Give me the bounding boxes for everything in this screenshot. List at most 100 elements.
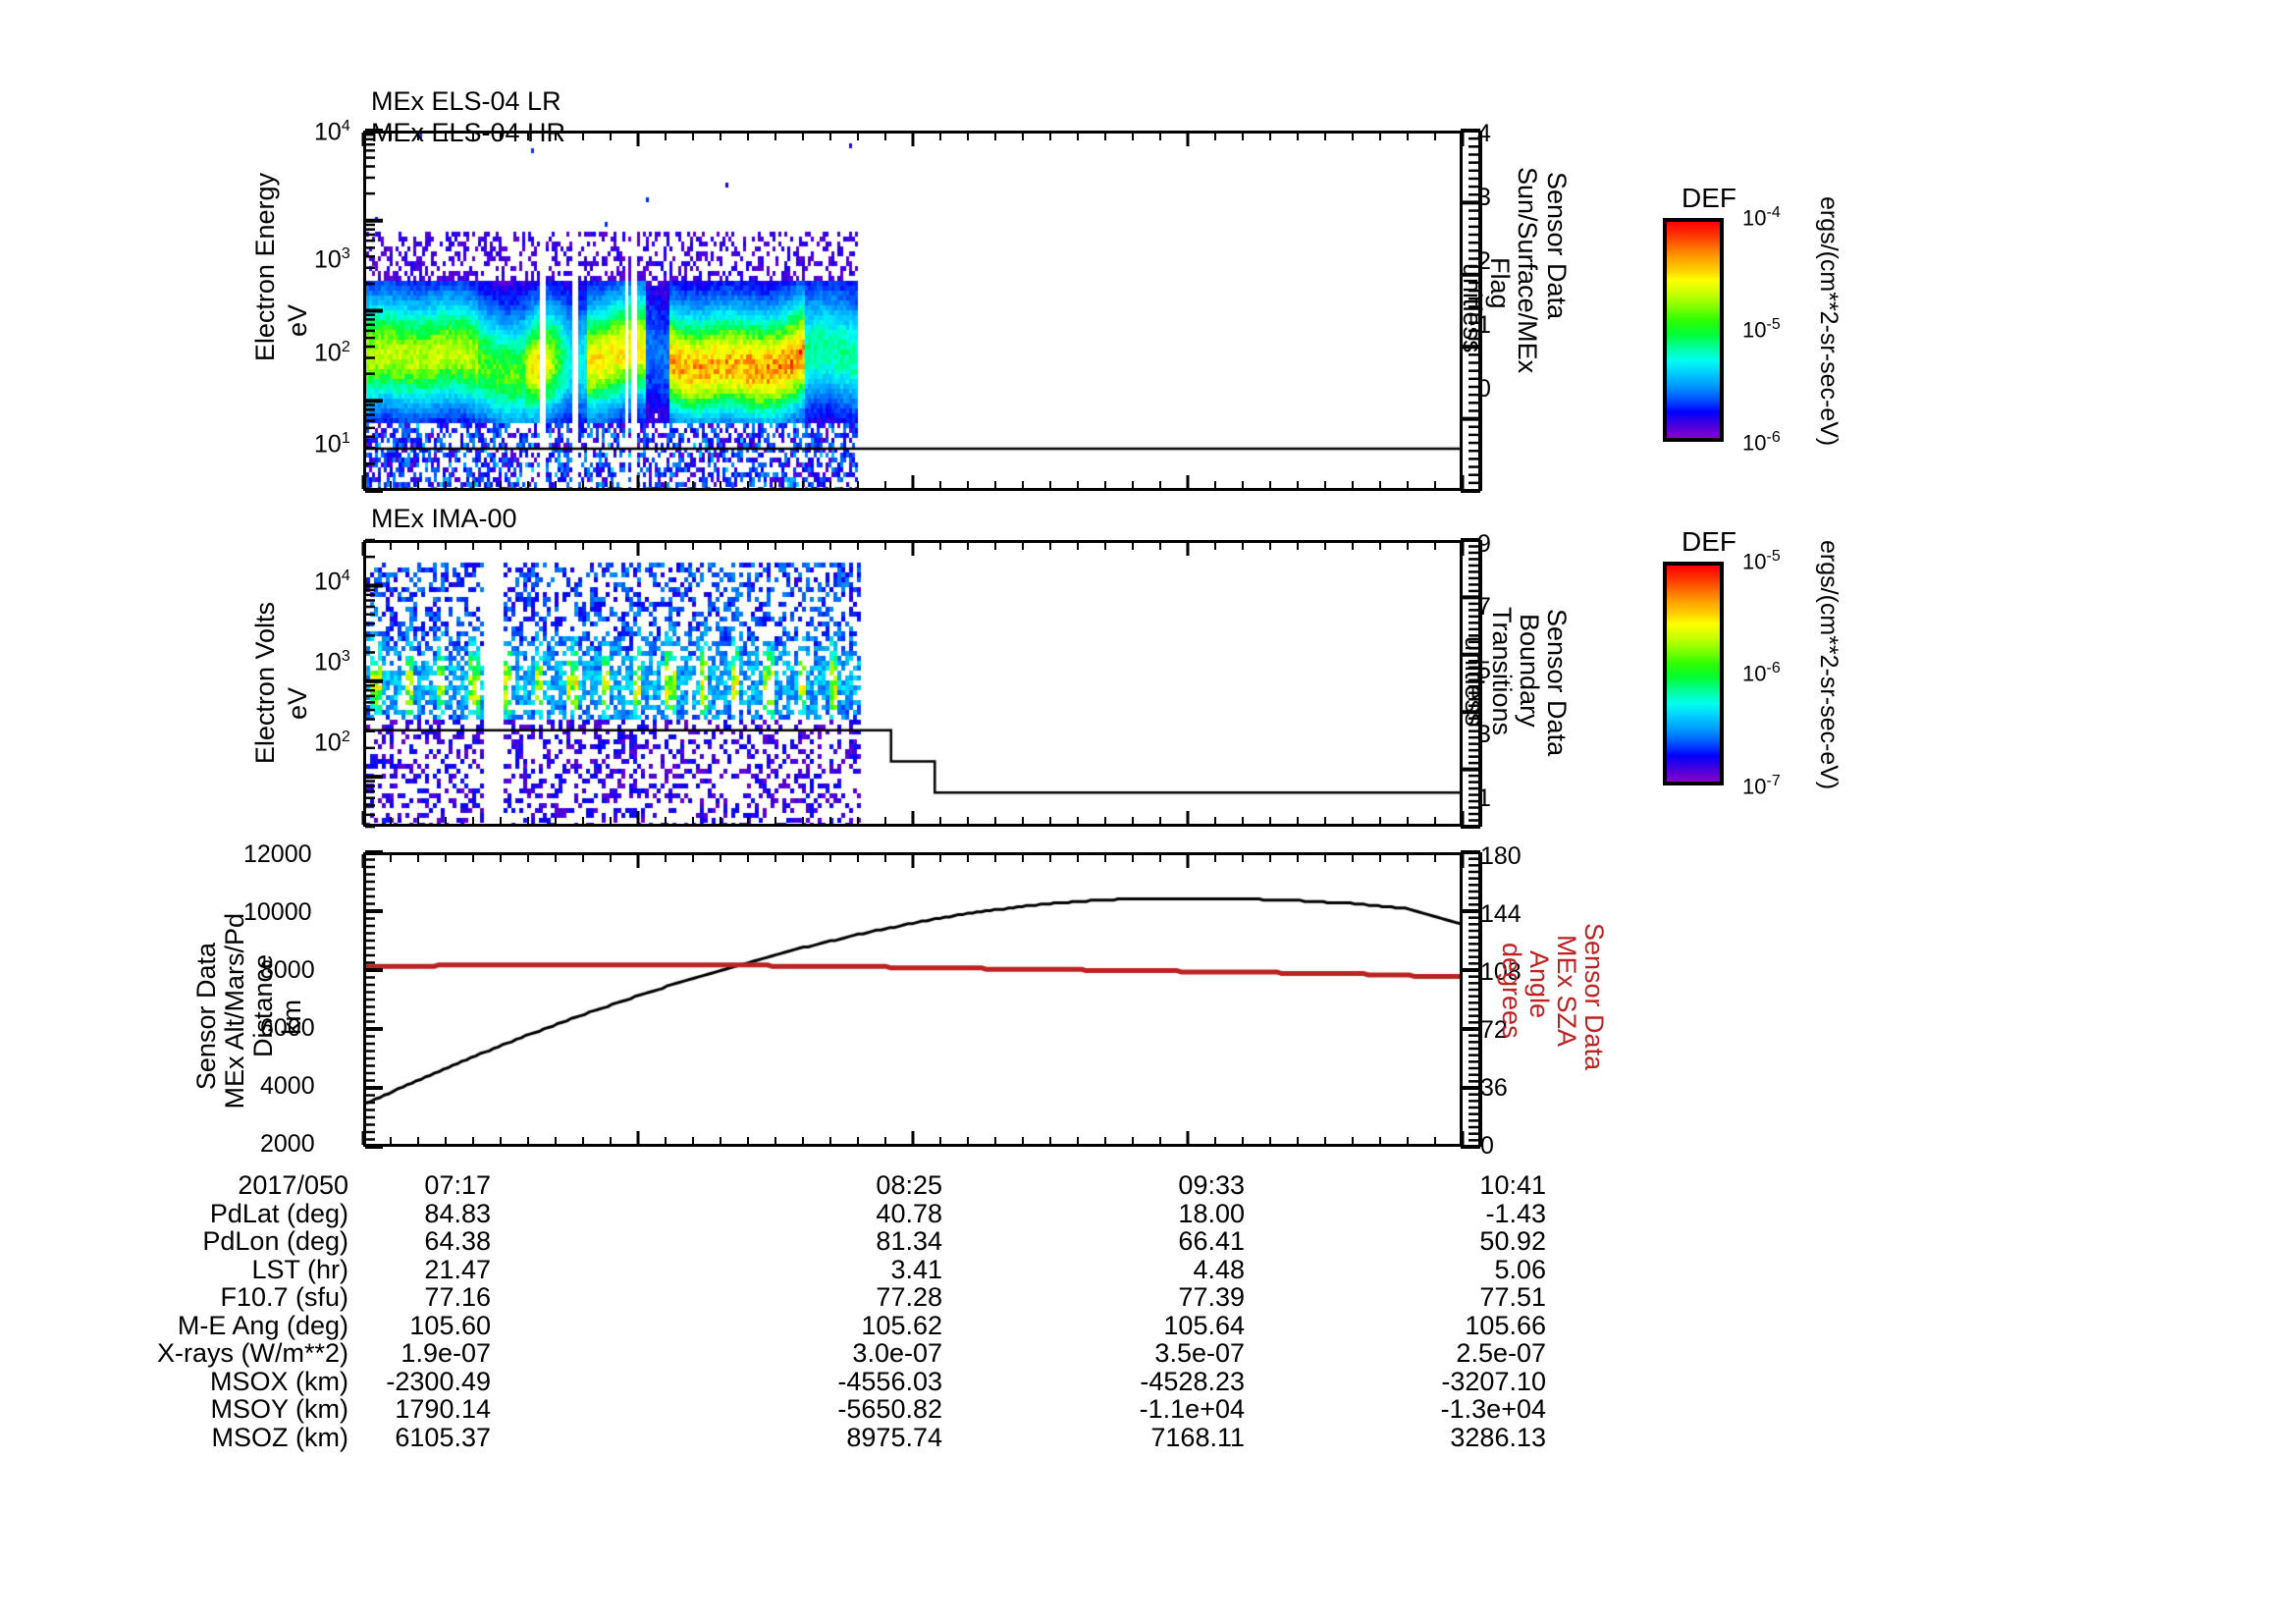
sza-ytick-36: 36 bbox=[1480, 1074, 1508, 1102]
panel-orbit-geometry bbox=[363, 852, 1463, 1147]
colorbar-2-gradient bbox=[1667, 566, 1720, 782]
table-row-label: MSOX (km) bbox=[210, 1366, 348, 1396]
panel-ima-spectrogram bbox=[363, 540, 1463, 827]
table-row-label: LST (hr) bbox=[251, 1254, 348, 1284]
ima-right-axis-label-1: Sensor Data bbox=[1542, 609, 1572, 757]
ima-right-axis-label-2: Boundary bbox=[1515, 614, 1544, 728]
table-cell: 8975.74 bbox=[846, 1422, 942, 1452]
panel-els-spectrogram bbox=[363, 131, 1463, 491]
colorbar-2-top-label: 10-5 bbox=[1742, 548, 1781, 574]
table-cell: 77.28 bbox=[876, 1282, 942, 1312]
alt-ytick-6000: 6000 bbox=[260, 1014, 315, 1042]
els-right-axis-label-1: Sensor Data bbox=[1542, 172, 1572, 320]
colorbar-2-title: DEF bbox=[1682, 526, 1736, 557]
ima-left-axis-label-2: eV bbox=[283, 687, 312, 721]
ima-ytick-1e4: 104 bbox=[314, 568, 350, 596]
table-row-label: MSOZ (km) bbox=[211, 1422, 348, 1452]
table-cell: 6105.37 bbox=[395, 1422, 491, 1452]
alt-ytick-8000: 8000 bbox=[260, 956, 315, 984]
table-cell: 1790.14 bbox=[395, 1394, 491, 1424]
table-cell: 18.00 bbox=[1178, 1198, 1245, 1228]
table-cell: -1.43 bbox=[1485, 1198, 1546, 1228]
table-cell: 7168.11 bbox=[1150, 1422, 1245, 1452]
table-cell: 66.41 bbox=[1178, 1226, 1245, 1256]
alt-left-axis-label-2: MEx Alt/Mars/Pd bbox=[220, 913, 249, 1109]
table-cell: 5.06 bbox=[1494, 1254, 1546, 1284]
table-cell: 10:41 bbox=[1479, 1170, 1546, 1200]
panel-els-title-lr: MEx ELS-04 LR bbox=[371, 86, 561, 116]
table-cell: 3.0e-07 bbox=[852, 1338, 942, 1368]
colorbar-1-mid-label: 10-5 bbox=[1742, 316, 1781, 343]
els-ytick-1e1: 101 bbox=[314, 430, 350, 459]
table-row-label: F10.7 (sfu) bbox=[220, 1282, 348, 1312]
table-cell: -2300.49 bbox=[386, 1366, 491, 1396]
table-cell: -1.3e+04 bbox=[1440, 1394, 1546, 1424]
table-cell: 40.78 bbox=[876, 1198, 942, 1228]
els-right-axis-label-4: unitless bbox=[1458, 263, 1487, 353]
els-right-axis-label-2: Sun/Surface/MEx bbox=[1513, 167, 1542, 374]
table-cell: 50.92 bbox=[1479, 1226, 1546, 1256]
table-cell: 105.60 bbox=[409, 1310, 491, 1340]
table-cell: 77.51 bbox=[1479, 1282, 1546, 1312]
ima-right-tick-1: 1 bbox=[1477, 784, 1491, 812]
sza-ytick-72: 72 bbox=[1480, 1016, 1508, 1044]
sza-ytick-144: 144 bbox=[1480, 900, 1522, 928]
colorbar-2-bot-label: 10-7 bbox=[1742, 773, 1781, 799]
alt-ytick-10000: 10000 bbox=[243, 898, 312, 926]
els-ytick-1e3: 103 bbox=[314, 245, 350, 274]
els-left-axis-label-1: Electron Energy bbox=[250, 173, 280, 362]
panel-ima-title: MEx IMA-00 bbox=[371, 504, 517, 533]
table-cell: -3207.10 bbox=[1441, 1366, 1546, 1396]
table-cell: 21.47 bbox=[424, 1254, 491, 1284]
table-cell: 3.5e-07 bbox=[1154, 1338, 1245, 1368]
alt-left-axis-label-3: Distance bbox=[248, 954, 278, 1058]
ima-right-tick-9: 9 bbox=[1477, 530, 1491, 558]
table-cell: 4.48 bbox=[1193, 1254, 1245, 1284]
panel-els-title-hr: MEx ELS-04 HR bbox=[371, 118, 566, 147]
colorbar-1-title: DEF bbox=[1682, 183, 1736, 213]
els-ytick-1e4: 104 bbox=[314, 118, 350, 146]
table-cell: 105.66 bbox=[1465, 1310, 1546, 1340]
ima-right-axis-label-4: unitless bbox=[1460, 636, 1489, 727]
sza-right-axis-label-3: Angle bbox=[1524, 950, 1554, 1019]
sza-ytick-0: 0 bbox=[1480, 1132, 1494, 1160]
alt-ytick-4000: 4000 bbox=[260, 1072, 315, 1100]
table-cell: 09:33 bbox=[1178, 1170, 1245, 1200]
ima-ytick-1e2: 102 bbox=[314, 729, 350, 757]
colorbar-1-gradient bbox=[1667, 222, 1720, 438]
ima-ytick-1e3: 103 bbox=[314, 648, 350, 676]
table-cell: -5650.82 bbox=[837, 1394, 942, 1424]
table-row-label: 2017/050 bbox=[238, 1170, 348, 1200]
colorbar-2 bbox=[1663, 562, 1724, 785]
table-cell: 64.38 bbox=[424, 1226, 491, 1256]
table-cell: 08:25 bbox=[876, 1170, 942, 1200]
els-ytick-1e2: 102 bbox=[314, 339, 350, 367]
colorbar-1-units: ergs/(cm**2-sr-sec-eV) bbox=[1815, 196, 1842, 447]
sza-right-axis-label-2: MEx SZA bbox=[1552, 935, 1581, 1048]
colorbar-2-mid-label: 10-6 bbox=[1742, 660, 1781, 686]
table-cell: -4556.03 bbox=[837, 1366, 942, 1396]
table-cell: 105.64 bbox=[1163, 1310, 1245, 1340]
table-cell: 77.16 bbox=[424, 1282, 491, 1312]
colorbar-1 bbox=[1663, 218, 1724, 442]
els-right-axis-label-3: Flag bbox=[1485, 257, 1515, 309]
table-cell: 1.9e-07 bbox=[400, 1338, 491, 1368]
els-right-tick-4: 4 bbox=[1477, 120, 1491, 147]
table-cell: -4528.23 bbox=[1140, 1366, 1245, 1396]
table-cell: 84.83 bbox=[424, 1198, 491, 1228]
alt-ytick-12000: 12000 bbox=[243, 840, 312, 868]
table-cell: 07:17 bbox=[424, 1170, 491, 1200]
table-cell: -1.1e+04 bbox=[1139, 1394, 1245, 1424]
table-row-label: X-rays (W/m**2) bbox=[157, 1338, 348, 1368]
ima-left-axis-label-1: Electron Volts bbox=[250, 602, 280, 765]
table-cell: 3.41 bbox=[890, 1254, 942, 1284]
sza-right-axis-label-4: degrees bbox=[1497, 943, 1526, 1039]
table-cell: 3286.13 bbox=[1450, 1422, 1546, 1452]
sza-right-axis-label-1: Sensor Data bbox=[1579, 923, 1609, 1071]
colorbar-2-units: ergs/(cm**2-sr-sec-eV) bbox=[1815, 540, 1842, 790]
alt-ytick-2000: 2000 bbox=[260, 1130, 315, 1158]
table-row-label: PdLon (deg) bbox=[202, 1226, 348, 1256]
alt-left-axis-label-1: Sensor Data bbox=[191, 943, 221, 1091]
table-row-label: PdLat (deg) bbox=[209, 1198, 348, 1228]
sza-ytick-180: 180 bbox=[1480, 842, 1522, 870]
